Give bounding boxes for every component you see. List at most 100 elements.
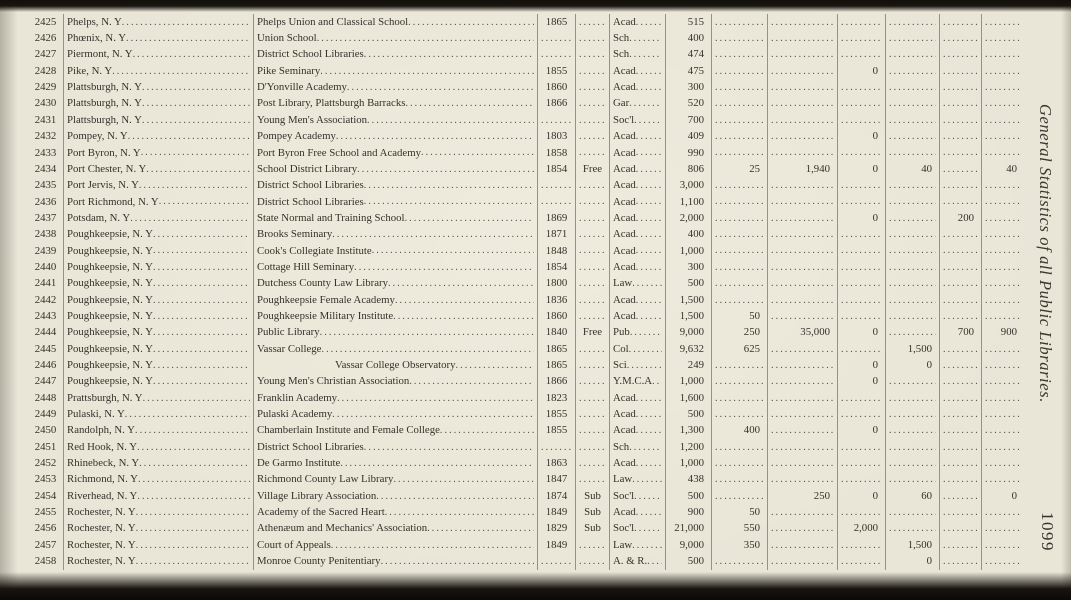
cell-c1: [712, 30, 768, 47]
leader-dots: [627, 360, 662, 371]
cell-c6: [982, 553, 1024, 569]
leader-dots: [440, 425, 534, 436]
cell-vols: 249: [666, 357, 712, 374]
cell-c3: 0: [838, 357, 886, 374]
leader-dots: [889, 523, 936, 534]
leader-dots: [153, 376, 250, 387]
cell-c6: [982, 79, 1024, 95]
cell-no: 2445: [28, 340, 64, 358]
leader-dots: [715, 180, 764, 191]
leader-dots: [943, 376, 978, 387]
cell-no: 2444: [28, 324, 64, 341]
leader-dots: [771, 17, 834, 28]
leader-dots: [715, 393, 764, 404]
cell-library: Brooks Seminary: [254, 226, 538, 243]
cell-c4: [886, 520, 940, 537]
cell-c3: [838, 340, 886, 358]
cell-year: 1803: [538, 128, 576, 145]
leader-dots: [408, 17, 534, 28]
leader-dots: [130, 213, 250, 224]
cell-c6: [982, 243, 1024, 259]
leader-dots: [985, 295, 1021, 306]
leader-dots: [636, 213, 662, 224]
cell-c2: [768, 373, 838, 390]
cell-library: Poughkeepsie Military Institute: [254, 308, 538, 325]
leader-dots: [636, 196, 662, 207]
cell-year: [538, 30, 576, 47]
leader-dots: [579, 344, 606, 355]
cell-library: Richmond County Law Library: [254, 471, 538, 488]
cell-place: Poughkeepsie, N. Y: [64, 357, 254, 374]
cell-c3: 0: [838, 487, 886, 505]
cell-c5: [940, 537, 982, 554]
leader-dots: [715, 131, 764, 142]
leader-dots: [889, 180, 936, 191]
cell-c2: [768, 389, 838, 407]
cell-c3: [838, 242, 886, 260]
leader-dots: [889, 82, 936, 93]
leader-dots: [579, 33, 606, 44]
leader-dots: [636, 262, 662, 273]
leader-dots: [652, 376, 662, 387]
leader-dots: [943, 131, 978, 142]
cell-library: D'Yonville Academy: [254, 79, 538, 96]
cell-terms: [576, 438, 610, 456]
leader-dots: [715, 66, 764, 77]
leader-dots: [636, 164, 662, 175]
cell-place: Poughkeepsie, N. Y: [64, 340, 254, 358]
leader-dots: [579, 409, 606, 420]
cell-library: Young Men's Christian Association: [254, 373, 538, 390]
cell-c5: [940, 161, 982, 178]
leader-dots: [376, 491, 534, 502]
leader-dots: [153, 245, 250, 256]
cell-place: Randolph, N. Y: [64, 422, 254, 439]
leader-dots: [943, 164, 978, 175]
cell-c2: [768, 275, 838, 292]
cell-c5: [940, 340, 982, 358]
cell-c6: [982, 194, 1024, 210]
cell-c2: [768, 340, 838, 358]
cell-terms: [576, 177, 610, 194]
leader-dots: [715, 245, 764, 256]
cell-c1: 50: [712, 308, 768, 325]
leader-dots: [634, 523, 662, 534]
cell-no: 2437: [28, 210, 64, 227]
cell-library: Dutchess County Law Library: [254, 275, 538, 292]
cell-c2: [768, 553, 838, 570]
cell-c3: 0: [838, 373, 886, 390]
cell-c6: [982, 292, 1024, 308]
cell-c5: [940, 291, 982, 309]
leader-dots: [943, 147, 978, 158]
cell-c5: [940, 438, 982, 456]
cell-c5: [940, 226, 982, 243]
leader-dots: [715, 278, 764, 289]
cell-class: Acad: [610, 63, 666, 80]
cell-c5: [940, 30, 982, 47]
cell-c4: [886, 30, 940, 47]
leader-dots: [136, 523, 250, 534]
leader-dots: [943, 491, 978, 502]
leader-dots: [636, 409, 662, 420]
cell-c1: [712, 242, 768, 260]
leader-dots: [153, 229, 250, 240]
leader-dots: [367, 115, 534, 126]
leader-dots: [889, 66, 936, 77]
cell-terms: [576, 537, 610, 554]
cell-c1: 625: [712, 340, 768, 358]
side-page-title: General Statistics of all Public Librari…: [1036, 104, 1055, 403]
cell-c1: [712, 128, 768, 145]
cell-class: Acad: [610, 177, 666, 194]
cell-class: Law: [610, 275, 666, 292]
leader-dots: [771, 540, 834, 551]
cell-c5: [940, 373, 982, 390]
cell-c6: [982, 276, 1024, 292]
leader-dots: [629, 344, 662, 355]
cell-c4: [886, 308, 940, 325]
leader-dots: [771, 344, 834, 355]
leader-dots: [347, 82, 534, 93]
cell-terms: [576, 553, 610, 570]
cell-year: 1836: [538, 291, 576, 309]
cell-c2: [768, 144, 838, 162]
cell-c3: [838, 46, 886, 64]
cell-place: Pulaski, N. Y: [64, 406, 254, 423]
